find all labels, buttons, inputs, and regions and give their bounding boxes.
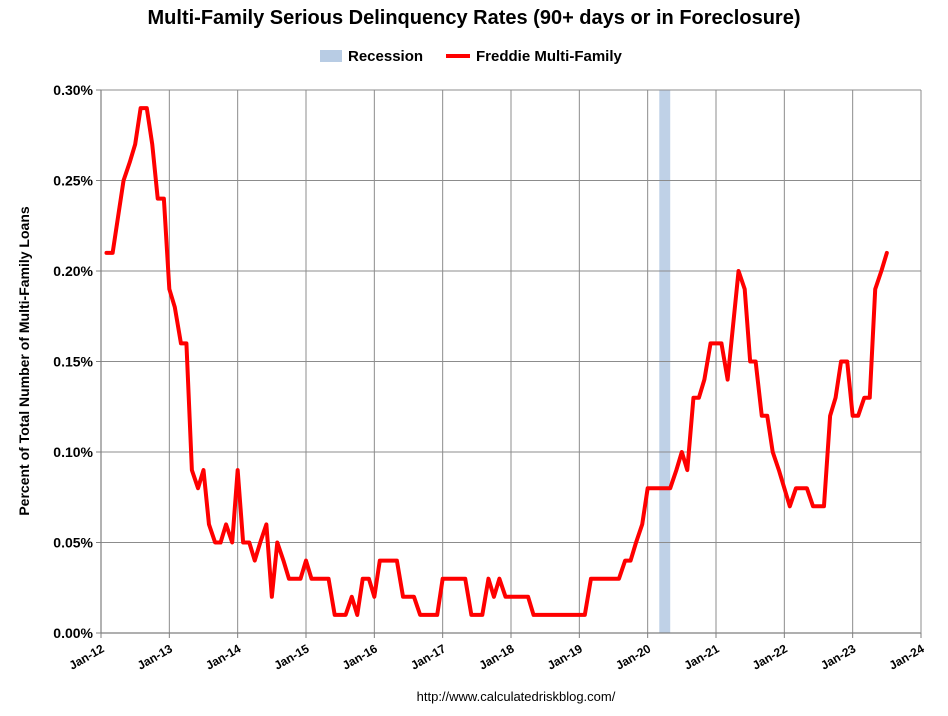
legend-label-freddie-multi-family: Freddie Multi-Family	[476, 48, 623, 65]
x-tick-label: Jan-22	[750, 641, 790, 672]
y-axis-label: Percent of Total Number of Multi-Family …	[16, 206, 32, 516]
axes	[96, 89, 922, 638]
data-series	[104, 106, 889, 617]
y-tick-label: 0.00%	[53, 625, 93, 641]
legend-label-recession: Recession	[348, 48, 423, 65]
x-tick-label: Jan-17	[408, 641, 448, 672]
x-tick-label: Jan-20	[613, 641, 653, 672]
x-tick-label: Jan-14	[203, 641, 243, 672]
y-tick-label: 0.20%	[53, 263, 93, 279]
x-tick-label: Jan-21	[682, 641, 722, 672]
legend-swatch-recession	[320, 50, 342, 62]
x-tick-label: Jan-18	[477, 641, 517, 672]
y-tick-label: 0.05%	[53, 535, 93, 551]
x-tick-label: Jan-19	[545, 641, 585, 672]
x-tick-label: Jan-23	[818, 641, 858, 672]
x-tick-label: Jan-15	[272, 641, 312, 672]
legend: Recession Freddie Multi-Family	[320, 48, 623, 65]
y-tick-label: 0.30%	[53, 82, 93, 98]
x-tick-label: Jan-16	[340, 641, 380, 672]
y-tick-label: 0.15%	[53, 354, 93, 370]
x-tick-labels: Jan-12 Jan-13 Jan-14 Jan-15 Jan-16 Jan-17 Jan-…	[67, 641, 927, 672]
y-tick-label: 0.25%	[53, 173, 93, 189]
x-tick-label: Jan-13	[135, 641, 175, 672]
chart-title: Multi-Family Serious Delinquency Rates (…	[148, 7, 801, 29]
y-tick-labels: 0.00% 0.05% 0.10% 0.15% 0.20% 0.25% 0.30%	[53, 82, 93, 641]
x-tick-label: Jan-24	[887, 641, 927, 672]
series-line-freddie-multi-family	[104, 106, 889, 617]
source-url: http://www.calculatedriskblog.com/	[417, 689, 616, 704]
x-tick-label: Jan-12	[67, 641, 107, 672]
y-tick-label: 0.10%	[53, 444, 93, 460]
